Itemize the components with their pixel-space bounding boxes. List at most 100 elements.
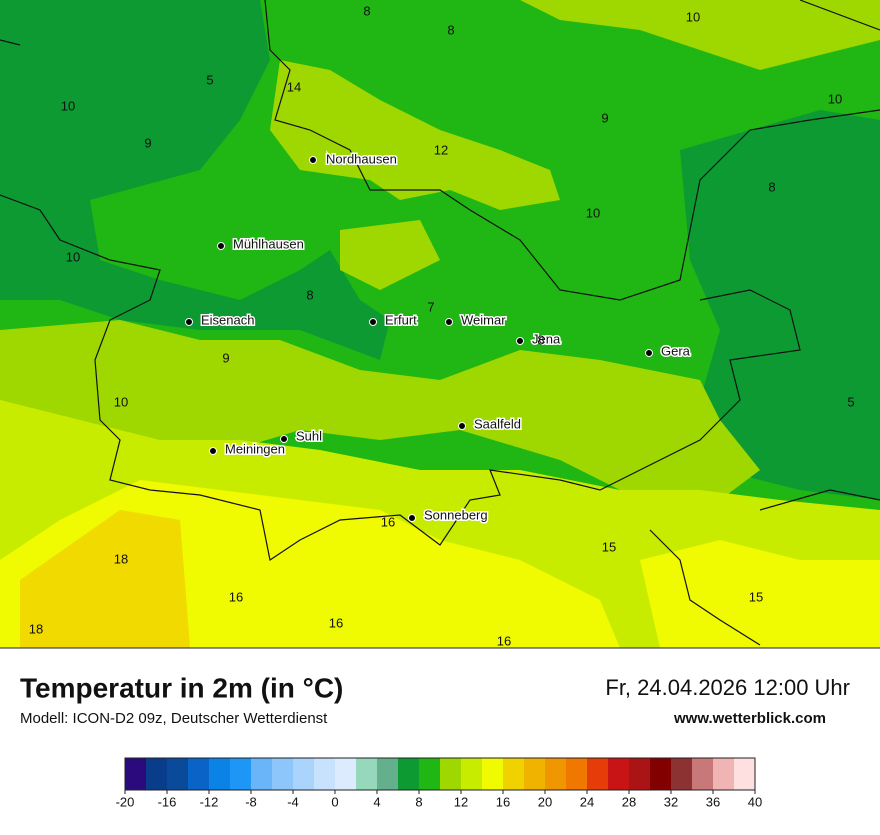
- city-label: Erfurt: [385, 312, 417, 327]
- colorbar-cell: [713, 758, 734, 790]
- colorbar-tick-label: 8: [415, 794, 422, 809]
- city-dot: [185, 318, 193, 326]
- region: [270, 60, 560, 210]
- city: Erfurt: [369, 311, 419, 329]
- city-dot: [645, 349, 653, 357]
- colorbar-tick-label: 4: [373, 794, 380, 809]
- colorbar-cell: [314, 758, 335, 790]
- temp-label: 16: [329, 615, 343, 630]
- temp-label: 16: [497, 633, 511, 648]
- city-label: Jena: [532, 331, 561, 346]
- datetime: Fr, 24.04.2026 12:00 Uhr: [605, 675, 850, 700]
- model: Modell: ICON-D2 09z, Deutscher Wetterdie…: [20, 710, 328, 727]
- city-dot: [516, 337, 524, 345]
- temp-label: 10: [828, 91, 842, 106]
- temp-label: 8: [768, 179, 775, 194]
- temp-label: 8: [306, 287, 313, 302]
- colorbar-tick-label: 32: [664, 794, 678, 809]
- colorbar-cell: [608, 758, 629, 790]
- colorbar-tick-label: -4: [287, 794, 299, 809]
- colorbar-cell: [146, 758, 167, 790]
- colorbar-tick-label: 24: [580, 794, 594, 809]
- temp-label: 5: [206, 72, 213, 87]
- region: [640, 540, 880, 648]
- city: Saalfeld: [458, 415, 522, 433]
- border: [264, 0, 880, 301]
- city-label: Saalfeld: [474, 416, 521, 431]
- region: [20, 510, 190, 648]
- temp-label: 10: [686, 9, 700, 24]
- colorbar-tick-label: -20: [116, 794, 135, 809]
- colorbar-cell: [482, 758, 503, 790]
- colorbar-tick-label: -12: [200, 794, 219, 809]
- temp-label: 15: [602, 539, 616, 554]
- border: [0, 194, 801, 561]
- colorbar-cell: [566, 758, 587, 790]
- header: Temperatur in 2m (in °C) Modell: ICON-D2…: [20, 672, 850, 727]
- colorbar-cell: [440, 758, 461, 790]
- temp-label: 8: [363, 3, 370, 18]
- temp-label: 16: [381, 514, 395, 529]
- colorbar-cell: [356, 758, 377, 790]
- colorbar-cell: [692, 758, 713, 790]
- colorbar-cell: [272, 758, 293, 790]
- city-dot: [217, 242, 225, 250]
- temp-label: 15: [749, 589, 763, 604]
- map: [0, 0, 880, 648]
- temp-label: 9: [222, 350, 229, 365]
- colorbar-tick-label: -16: [158, 794, 177, 809]
- city: Meiningen: [209, 440, 287, 458]
- city-label: Sonneberg: [424, 507, 488, 522]
- city-label: Weimar: [461, 312, 506, 327]
- region: [520, 0, 880, 70]
- title: Temperatur in 2m (in °C): [20, 672, 343, 703]
- temp-label: 8: [447, 22, 454, 37]
- temp-label: 10: [66, 249, 80, 264]
- city: Gera: [645, 342, 692, 360]
- colorbar-tick-label: -8: [245, 794, 257, 809]
- city: Mühlhausen: [217, 235, 305, 253]
- colorbar-cell: [125, 758, 146, 790]
- colorbar-cell: [377, 758, 398, 790]
- city-label: Gera: [661, 343, 691, 358]
- colorbar-frame: [124, 757, 756, 791]
- colorbar-cell: [335, 758, 356, 790]
- city: Nordhausen: [309, 150, 398, 168]
- city: Suhl: [280, 427, 324, 445]
- temp-label: 16: [229, 589, 243, 604]
- city: Jena: [516, 330, 562, 348]
- colorbar-cell: [545, 758, 566, 790]
- city-dot: [445, 318, 453, 326]
- city: Sonneberg: [408, 506, 489, 524]
- website: www.wetterblick.com: [673, 710, 826, 727]
- colorbar-cell: [671, 758, 692, 790]
- colorbar-cell: [587, 758, 608, 790]
- colorbar-tick-label: 28: [622, 794, 636, 809]
- temp-label: 10: [586, 205, 600, 220]
- colorbar-cell: [230, 758, 251, 790]
- colorbar-cell: [419, 758, 440, 790]
- city-label: Mühlhausen: [233, 236, 304, 251]
- temp-label: 14: [287, 79, 301, 94]
- colorbar: -20 -16 -12 -8 -4 0 4 8 12 16 20 24 28 32 36 40: [116, 757, 762, 809]
- colorbar-tick-label: 20: [538, 794, 552, 809]
- city-dot: [309, 156, 317, 164]
- city-label: Suhl: [296, 428, 322, 443]
- city-dot: [280, 435, 288, 443]
- region: [0, 0, 390, 360]
- colorbar-cell: [734, 758, 755, 790]
- colorbar-cell: [650, 758, 671, 790]
- region: [340, 220, 440, 290]
- temp-label: 10: [61, 98, 75, 113]
- city: Eisenach: [185, 311, 256, 329]
- colorbar-cell: [524, 758, 545, 790]
- colorbar-cell: [209, 758, 230, 790]
- colorbar-cell: [461, 758, 482, 790]
- colorbar-tick-label: 16: [496, 794, 510, 809]
- temp-label: 7: [427, 299, 434, 314]
- temp-label: 18: [114, 551, 128, 566]
- city-label: Meiningen: [225, 441, 285, 456]
- colorbar-tick-label: 0: [331, 794, 338, 809]
- temp-label: 9: [601, 110, 608, 125]
